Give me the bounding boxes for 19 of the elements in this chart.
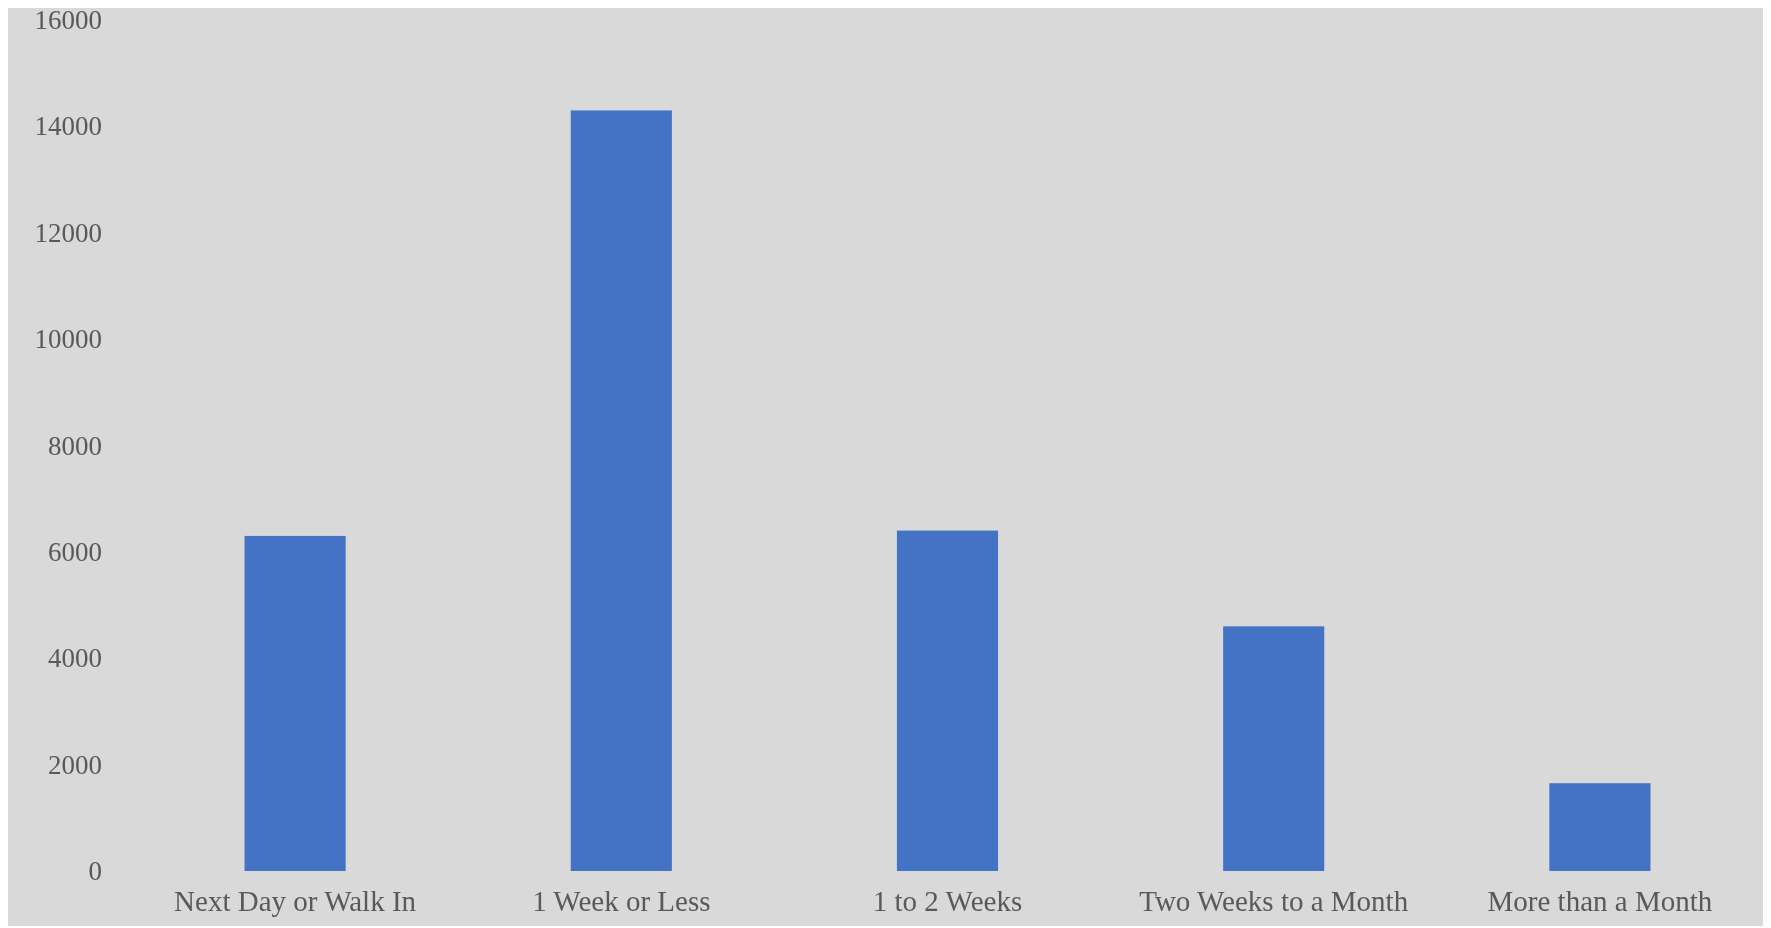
- x-tick-label: Two Weeks to a Month: [1139, 885, 1409, 917]
- bar: [1223, 626, 1325, 871]
- y-tick-label: 10000: [34, 324, 102, 355]
- y-tick-label: 2000: [48, 749, 102, 780]
- y-tick-label: 0: [88, 856, 102, 886]
- bar: [244, 535, 346, 871]
- bar: [570, 110, 672, 871]
- bar: [1549, 783, 1651, 871]
- y-tick-label: 12000: [34, 217, 102, 248]
- x-tick-label: Next Day or Walk In: [174, 885, 417, 917]
- x-tick-label: 1 Week or Less: [532, 885, 711, 917]
- y-tick-label: 6000: [48, 536, 102, 567]
- y-tick-label: 14000: [34, 111, 102, 142]
- x-tick-label: 1 to 2 Weeks: [872, 885, 1023, 917]
- x-tick-label: More than a Month: [1487, 885, 1713, 917]
- y-tick-label: 4000: [48, 643, 102, 674]
- y-tick-label: 8000: [48, 430, 102, 461]
- bar: [896, 530, 999, 871]
- y-tick-label: 16000: [34, 5, 102, 35]
